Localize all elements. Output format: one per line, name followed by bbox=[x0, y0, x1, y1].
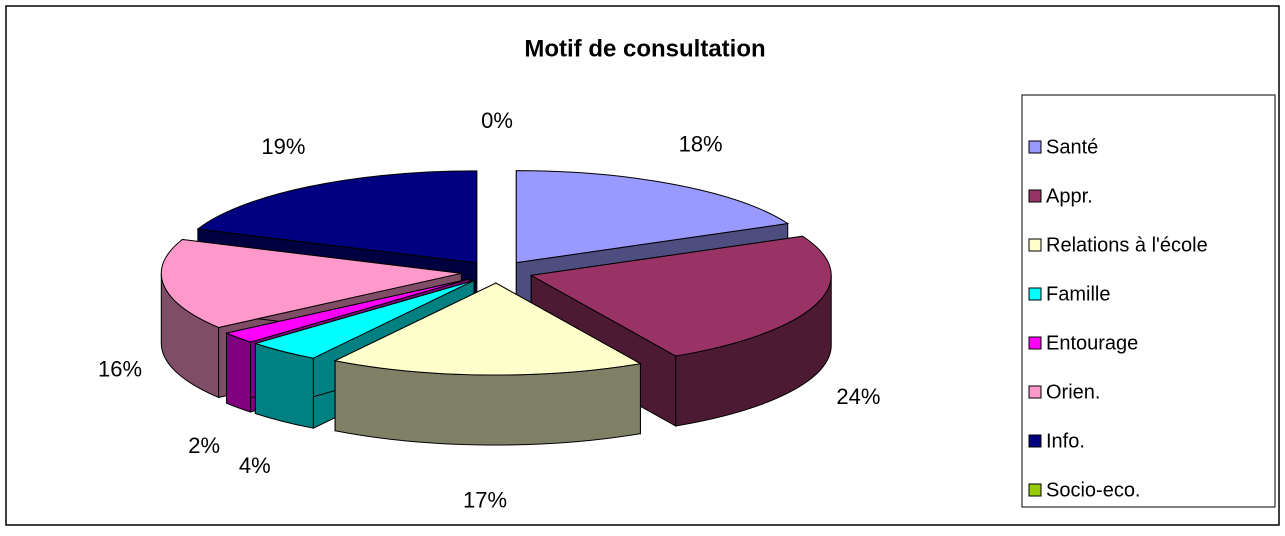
slice-top bbox=[333, 282, 642, 376]
pie: 18% 24% 17% 4% 2% 16% 19% 0% bbox=[98, 108, 880, 512]
data-label: 19% bbox=[261, 134, 305, 159]
legend-swatch bbox=[1028, 238, 1042, 252]
legend-swatch bbox=[1028, 385, 1042, 399]
legend-label: Socio-eco. bbox=[1046, 479, 1141, 501]
slice-top bbox=[196, 170, 478, 264]
legend-label: Santé bbox=[1046, 136, 1098, 158]
slice-wall bbox=[226, 332, 252, 413]
data-label: 18% bbox=[679, 132, 723, 157]
slice-top bbox=[224, 278, 470, 343]
legend-swatch bbox=[1028, 140, 1042, 154]
legend-label: Orien. bbox=[1046, 381, 1100, 403]
data-label: 24% bbox=[836, 384, 880, 409]
data-label: 16% bbox=[98, 357, 142, 382]
slice-top bbox=[160, 238, 462, 328]
legend: Santé Appr. Relations à l'école Famille Ento… bbox=[1028, 136, 1208, 501]
legend-label: Famille bbox=[1046, 283, 1110, 305]
data-label: 4% bbox=[239, 453, 271, 478]
legend-label: Info. bbox=[1046, 430, 1085, 452]
slice-top bbox=[529, 235, 832, 357]
slice-top bbox=[515, 170, 790, 264]
chart-title: Motif de consultation bbox=[524, 35, 765, 62]
legend-swatch bbox=[1028, 483, 1042, 497]
data-label: 17% bbox=[463, 487, 507, 512]
data-label: 0% bbox=[481, 108, 513, 133]
legend-label: Relations à l'école bbox=[1046, 234, 1208, 256]
legend-swatch bbox=[1028, 434, 1042, 448]
legend-label: Entourage bbox=[1046, 332, 1138, 354]
legend-box bbox=[1021, 94, 1276, 508]
legend-label: Appr. bbox=[1046, 185, 1093, 207]
legend-swatch bbox=[1028, 336, 1042, 350]
legend-swatch bbox=[1028, 287, 1042, 301]
data-label: 2% bbox=[188, 433, 220, 458]
slice-top bbox=[253, 280, 475, 359]
legend-swatch bbox=[1028, 189, 1042, 203]
